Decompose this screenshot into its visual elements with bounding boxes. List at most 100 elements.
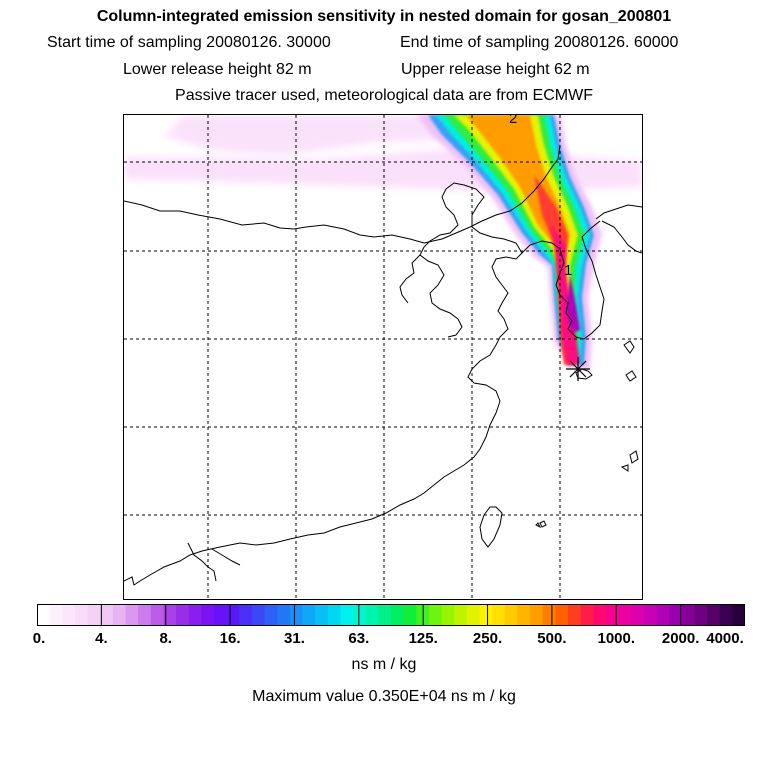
colorbar-cell — [176, 604, 190, 626]
colorbar-cell — [707, 604, 721, 626]
colorbar-cell — [340, 604, 354, 626]
colorbar-tick-label: 16. — [219, 630, 241, 647]
plume-core-purple — [566, 275, 580, 333]
colorbar-cell — [214, 604, 228, 626]
units-label: ns m / kg — [351, 656, 417, 673]
land-border-north — [124, 144, 561, 244]
map-panel: 2 1 — [124, 115, 642, 599]
colorbar-ticks: 0. 4. 8. 16. 31. 63. 125. 250. 500. 1000. 2000. 400… — [0, 630, 768, 650]
colorbar-tick-label: 4000. — [706, 630, 744, 647]
coast-far-east — [595, 204, 642, 220]
colorbar-cell — [466, 604, 481, 626]
colorbar-cell — [74, 604, 89, 626]
colorbar-cell — [327, 604, 342, 626]
plume-band-yellow — [454, 115, 578, 359]
colorbar-tick-label: 125. — [408, 630, 438, 647]
colorbar-cell — [163, 604, 177, 626]
colorbar-cell — [378, 604, 392, 626]
colorbar-cell — [138, 604, 152, 626]
colorbar-cell — [656, 604, 670, 626]
colorbar-cell — [694, 604, 708, 626]
colorbar-cell — [719, 604, 733, 626]
colorbar-cell — [593, 604, 607, 626]
start-time-label: Start time of sampling 20080126. 30000 — [47, 34, 331, 51]
colorbar-cell — [87, 604, 101, 626]
colorbar-cell — [277, 604, 291, 626]
colorbar-cell — [492, 604, 506, 626]
colorbar-cell — [454, 604, 468, 626]
colorbar-tick-label: 8. — [159, 630, 172, 647]
colorbar-cell — [631, 604, 645, 626]
colorbar-cell — [441, 604, 455, 626]
coast-japan-sea — [601, 220, 642, 254]
colorbar-cell — [428, 604, 443, 626]
colorbar-tick-label: 250. — [472, 630, 503, 647]
graticule — [124, 115, 642, 599]
island-east-3 — [629, 450, 639, 464]
colorbar-cell — [391, 604, 405, 626]
colorbar-cell — [542, 604, 556, 626]
colorbar-cell — [188, 604, 202, 626]
lower-release-label: Lower release height 82 m — [123, 61, 312, 78]
colorbar-tick-label: 2000. — [661, 630, 700, 647]
border-inland — [187, 542, 217, 582]
colorbar-cell — [517, 604, 531, 626]
colorbar-tick-label: 500. — [537, 630, 567, 647]
colorbar-cell — [618, 604, 632, 626]
colorbar-cell — [251, 604, 266, 626]
colorbar-cell — [315, 604, 329, 626]
colorbar-cell — [353, 604, 367, 626]
colorbar-tick-label: 4. — [95, 630, 108, 647]
colorbar-cell — [580, 604, 594, 626]
colorbar — [37, 604, 745, 626]
colorbar-cell — [112, 604, 127, 626]
colorbar-tick-label: 63. — [348, 630, 370, 647]
coast-korea — [521, 220, 605, 340]
colorbar-tick-label: 31. — [284, 630, 305, 647]
island-small-2 — [535, 522, 542, 529]
upper-release-label: Upper release height 62 m — [401, 61, 590, 78]
colorbar-cell — [643, 604, 658, 626]
max-value-label: Maximum value 0.350E+04 ns m / kg — [252, 688, 516, 705]
taiwan — [479, 506, 503, 548]
tracer-info-label: Passive tracer used, meteorological data… — [175, 87, 593, 104]
colorbar-tick-label: 0. — [32, 630, 46, 647]
colorbar-cell — [125, 604, 139, 626]
coast-china — [124, 182, 523, 586]
colorbar-cell — [479, 604, 493, 626]
receptor-star-icon — [566, 357, 590, 381]
plume-band-orange — [466, 115, 572, 357]
colorbar-cell — [669, 604, 683, 626]
colorbar-cell — [504, 604, 519, 626]
colorbar-major-dividers — [100, 604, 682, 626]
island-east-1 — [623, 340, 635, 354]
haze-north-west — [164, 115, 454, 155]
island-east-4 — [620, 464, 629, 472]
colorbar-cells — [37, 604, 745, 626]
colorbar-tick-label: 1000. — [597, 630, 636, 647]
map-svg: 2 1 — [124, 115, 642, 599]
star-ray-d2 — [569, 360, 587, 378]
colorbar-cell — [37, 604, 51, 626]
colorbar-cell — [605, 604, 620, 626]
colorbar-cell — [555, 604, 569, 626]
colorbar-cell — [302, 604, 316, 626]
colorbar-cell — [226, 604, 240, 626]
colorbar-cell — [289, 604, 304, 626]
coast-bohai — [399, 254, 421, 304]
border-inland-2 — [211, 548, 241, 566]
colorbar-cell — [732, 604, 745, 626]
colorbar-cell — [150, 604, 165, 626]
plume-label-1: 1 — [564, 262, 572, 279]
plume-label-2: 2 — [509, 115, 517, 127]
colorbar-cell — [62, 604, 76, 626]
end-time-label: End time of sampling 20080126. 60000 — [400, 34, 679, 51]
colorbar-cell — [49, 604, 63, 626]
colorbar-cell — [264, 604, 278, 626]
colorbar-cell — [681, 604, 696, 626]
colorbar-cell — [403, 604, 417, 626]
colorbar-cell — [365, 604, 379, 626]
colorbar-cell — [239, 604, 253, 626]
colorbar-cell — [530, 604, 544, 626]
island-small-1 — [539, 520, 547, 528]
